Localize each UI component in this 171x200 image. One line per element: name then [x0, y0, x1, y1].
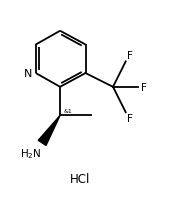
Text: N: N — [24, 69, 32, 79]
Polygon shape — [38, 116, 60, 146]
Text: H$_2$N: H$_2$N — [19, 146, 41, 160]
Text: &1: &1 — [63, 108, 72, 113]
Text: HCl: HCl — [70, 172, 90, 185]
Text: F: F — [141, 82, 146, 92]
Text: F: F — [127, 114, 133, 124]
Text: F: F — [127, 51, 133, 61]
